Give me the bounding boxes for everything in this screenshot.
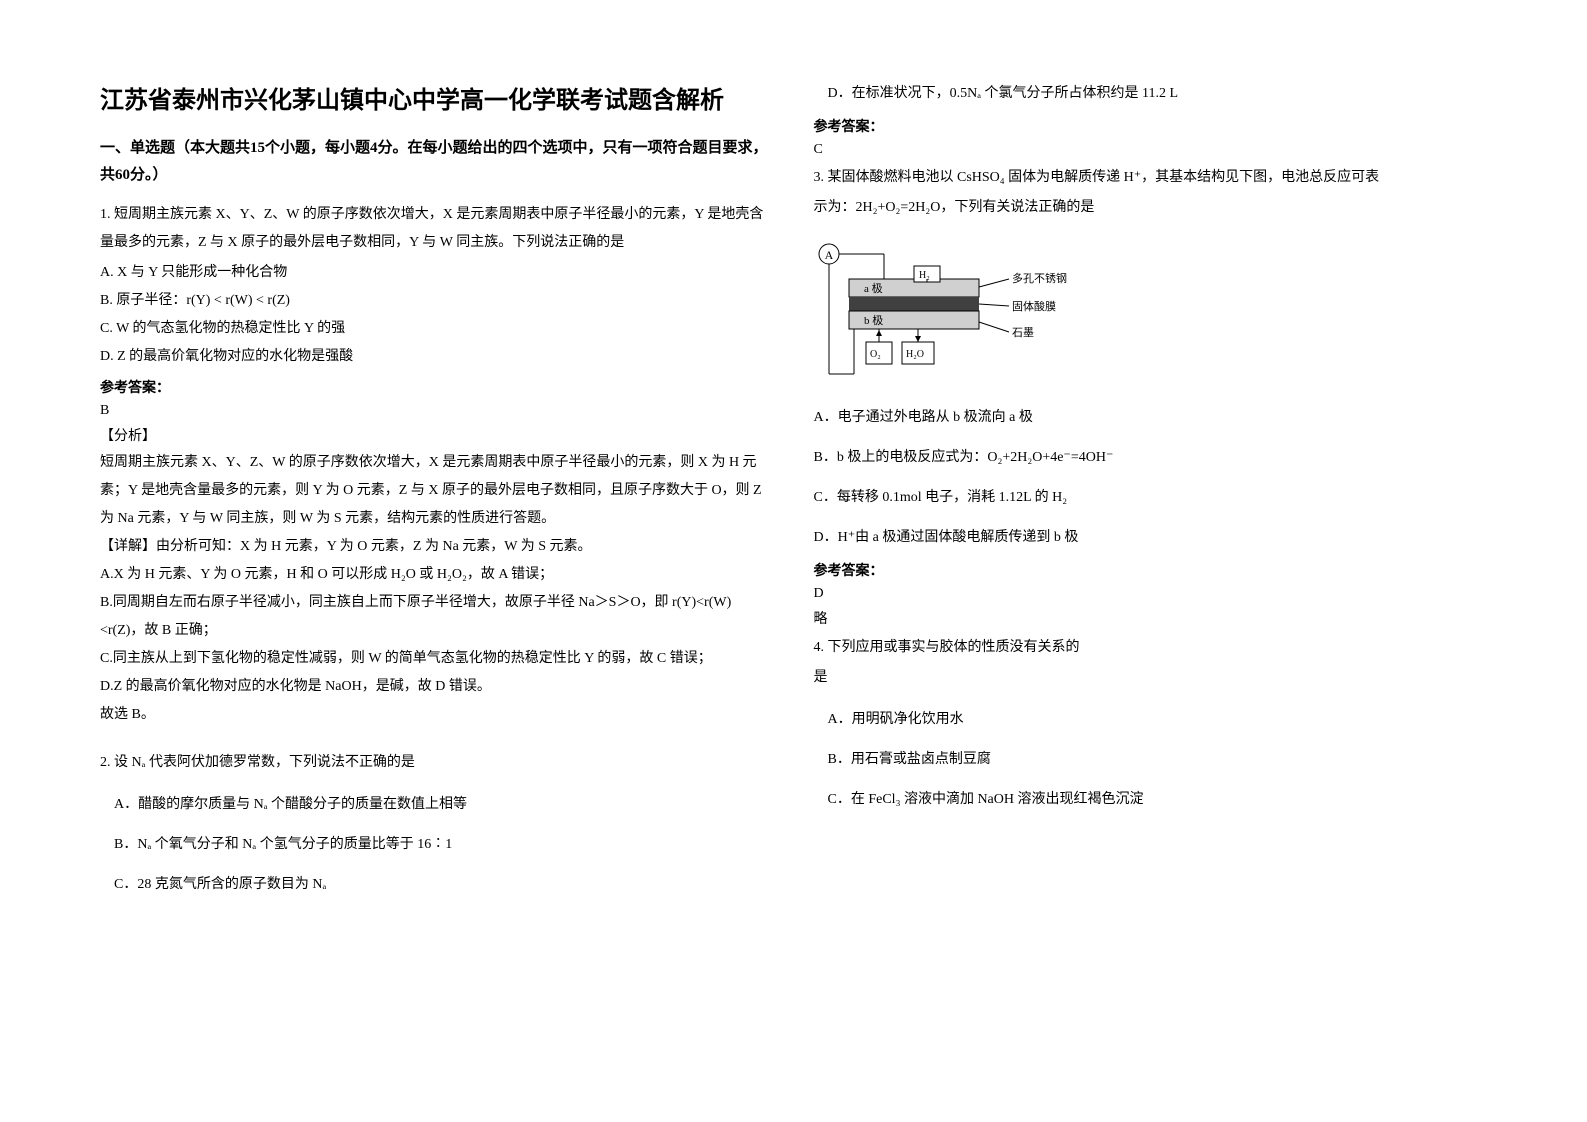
- diagram-a-label: a 极: [864, 281, 883, 295]
- q1-detail-label: 【详解】由分析可知：X 为 H 元素，Y 为 O 元素，Z 为 Na 元素，W …: [100, 533, 774, 561]
- q1-optC: C. W 的气态氢化物的热稳定性比 Y 的强: [100, 315, 774, 343]
- q4-optB: B．用石膏或盐卤点制豆腐: [814, 746, 1488, 774]
- q1-conclusion: 故选 B。: [100, 701, 774, 729]
- q2-stem: 2. 设 Nₐ 代表阿伏加德罗常数，下列说法不正确的是: [100, 749, 774, 777]
- diagram-circle-A: A: [824, 248, 833, 262]
- q1-answer: B: [100, 403, 774, 419]
- q3-optB: B．b 极上的电极反应式为：O₂+2H₂O+4e⁻=4OH⁻: [814, 444, 1488, 472]
- diagram-membrane: 固体酸膜: [1012, 299, 1056, 313]
- q2-answer-label: 参考答案：: [814, 116, 1488, 136]
- diagram-steel: 多孔不锈钢: [1012, 271, 1067, 285]
- diagram-b-label: b 极: [864, 313, 883, 327]
- q1-analysis1: 短周期主族元素 X、Y、Z、W 的原子序数依次增大，X 是元素周期表中原子半径最…: [100, 449, 774, 533]
- diagram-graphite: 石墨: [1012, 326, 1034, 339]
- q1-analysis-label: 【分析】: [100, 425, 774, 445]
- page-title: 江苏省泰州市兴化茅山镇中心中学高一化学联考试题含解析: [100, 80, 774, 115]
- q1-optA: A. X 与 Y 只能形成一种化合物: [100, 259, 774, 287]
- q1-optD: D. Z 的最高价氧化物对应的水化物是强酸: [100, 343, 774, 371]
- q3-answer-label: 参考答案：: [814, 560, 1488, 580]
- q3-note: 略: [814, 608, 1488, 628]
- q2-optB: B．Nₐ 个氧气分子和 Nₐ 个氢气分子的质量比等于 16∶1: [100, 831, 774, 859]
- q3-stem1: 3. 某固体酸燃料电池以 CsHSO₄ 固体为电解质传递 H⁺，其基本结构见下图…: [814, 164, 1488, 192]
- q1-detailC: C.同主族从上到下氢化物的稳定性减弱，则 W 的简单气态氢化物的热稳定性比 Y …: [100, 645, 774, 673]
- q4-stem2: 是: [814, 664, 1488, 692]
- q1-detailB: B.同周期自左而右原子半径减小，同主族自上而下原子半径增大，故原子半径 Na＞S…: [100, 589, 774, 645]
- diagram-o2: O₂: [870, 349, 881, 360]
- q2-optD: D．在标准状况下，0.5Nₐ 个氯气分子所占体积约是 11.2 L: [814, 80, 1488, 108]
- q3-optC: C．每转移 0.1mol 电子，消耗 1.12L 的 H₂: [814, 484, 1488, 512]
- q2-optC: C．28 克氮气所含的原子数目为 Nₐ: [100, 871, 774, 899]
- section-header: 一、单选题（本大题共15个小题，每小题4分。在每小题给出的四个选项中，只有一项符…: [100, 135, 774, 189]
- q2-answer: C: [814, 142, 1488, 158]
- q2-optA: A．醋酸的摩尔质量与 Nₐ 个醋酸分子的质量在数值上相等: [100, 791, 774, 819]
- left-column: 江苏省泰州市兴化茅山镇中心中学高一化学联考试题含解析 一、单选题（本大题共15个…: [100, 80, 774, 1042]
- q1-answer-label: 参考答案：: [100, 377, 774, 397]
- q4-stem: 4. 下列应用或事实与胶体的性质没有关系的: [814, 634, 1488, 662]
- q3-answer: D: [814, 586, 1488, 602]
- q3-stem2: 示为：2H₂+O₂=2H₂O，下列有关说法正确的是: [814, 194, 1488, 222]
- diagram-h2o: H₂O: [906, 349, 924, 360]
- q1-detailA: A.X 为 H 元素、Y 为 O 元素，H 和 O 可以形成 H₂O 或 H₂O…: [100, 561, 774, 589]
- fuel-cell-diagram: A a 极 H₂ 多孔不锈钢 固体酸膜 b 极 石墨 O₂ H₂O: [814, 234, 1074, 394]
- right-column: D．在标准状况下，0.5Nₐ 个氯气分子所占体积约是 11.2 L 参考答案： …: [814, 80, 1488, 1042]
- q3-optA: A．电子通过外电路从 b 极流向 a 极: [814, 404, 1488, 432]
- q1-optB: B. 原子半径：r(Y) < r(W) < r(Z): [100, 287, 774, 315]
- diagram-h2: H₂: [919, 270, 930, 281]
- q4-optA: A．用明矾净化饮用水: [814, 706, 1488, 734]
- q1-detailD: D.Z 的最高价氧化物对应的水化物是 NaOH，是碱，故 D 错误。: [100, 673, 774, 701]
- q4-optC: C．在 FeCl₃ 溶液中滴加 NaOH 溶液出现红褐色沉淀: [814, 786, 1488, 814]
- q1-stem: 1. 短周期主族元素 X、Y、Z、W 的原子序数依次增大，X 是元素周期表中原子…: [100, 201, 774, 257]
- q3-optD: D．H⁺由 a 极通过固体酸电解质传递到 b 极: [814, 524, 1488, 552]
